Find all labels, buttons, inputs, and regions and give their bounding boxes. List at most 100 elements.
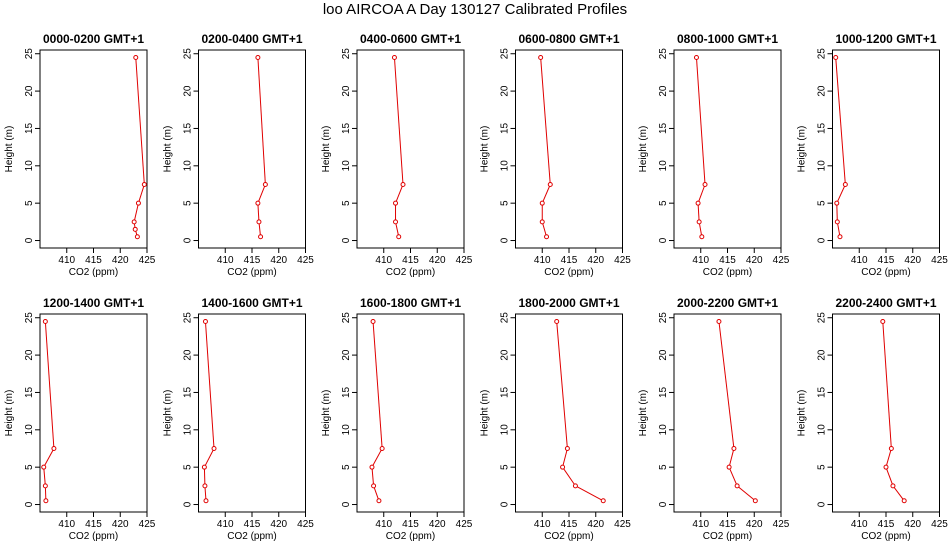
y-tick-label: 5 [817, 200, 828, 206]
panel-title: 0200-0400 GMT+1 [201, 32, 302, 46]
data-point [42, 318, 48, 324]
data-point [393, 200, 399, 206]
profile-panel-10: 1800-2000 GMT+1 410 415 420 425 0 5 10 15 20 25 CO2… [480, 296, 632, 542]
profile-line-segment [556, 321, 568, 449]
y-axis-label: Height (m) [163, 390, 174, 437]
y-axis-label: Height (m) [163, 126, 174, 173]
profile-panel-4: 0600-0800 GMT+1 410 415 420 425 0 5 10 15 20 25 CO2… [480, 32, 632, 278]
y-tick-label: 25 [817, 48, 828, 60]
data-point [716, 318, 722, 324]
y-axis-label: Height (m) [4, 126, 15, 173]
x-axis-label: CO2 (ppm) [861, 267, 910, 278]
y-tick-label: 25 [341, 48, 352, 60]
y-tick-label: 25 [817, 312, 828, 324]
profile-line-segment [371, 448, 383, 468]
data-point [702, 181, 708, 187]
x-axis-label: CO2 (ppm) [69, 531, 118, 542]
x-axis-label: CO2 (ppm) [544, 267, 593, 278]
y-tick-label: 0 [24, 237, 35, 243]
profile-line-segment [44, 321, 55, 449]
x-tick-label: 410 [851, 519, 868, 530]
x-tick-label: 420 [270, 255, 287, 266]
x-tick-label: 410 [217, 519, 234, 530]
profile-line-segment [892, 485, 905, 502]
data-point [554, 318, 560, 324]
profile-line-segment [836, 184, 846, 204]
y-axis-label: Height (m) [321, 126, 332, 173]
y-tick-label: 25 [500, 312, 511, 324]
profile-panel-11: 2000-2200 GMT+1 410 415 420 425 0 5 10 15 20 25 CO2… [638, 296, 790, 542]
x-axis-label: CO2 (ppm) [227, 531, 276, 542]
data-point [211, 445, 217, 451]
x-tick-label: 420 [587, 519, 604, 530]
profile-line-segment [836, 203, 838, 222]
data-point [547, 181, 553, 187]
y-tick-label: 5 [817, 464, 828, 470]
data-point [880, 318, 886, 324]
y-tick-label: 25 [658, 48, 669, 60]
x-tick-label: 425 [139, 519, 156, 530]
x-axis-label: CO2 (ppm) [386, 267, 435, 278]
y-tick-label: 15 [658, 122, 669, 134]
profile-line-segment [836, 221, 841, 237]
x-tick-label: 420 [270, 519, 287, 530]
x-tick-label: 410 [217, 255, 234, 266]
x-tick-label: 420 [746, 255, 763, 266]
data-point [134, 234, 140, 240]
y-tick-label: 20 [341, 349, 352, 361]
y-tick-label: 5 [658, 464, 669, 470]
data-point [256, 219, 262, 225]
data-point [600, 498, 606, 504]
profile-panel-8: 1400-1600 GMT+1 410 415 420 425 0 5 10 15 20 25 CO2… [163, 296, 315, 542]
data-point [376, 498, 382, 504]
x-axis-label: CO2 (ppm) [703, 267, 752, 278]
y-tick-label: 10 [658, 160, 669, 172]
x-tick-label: 415 [85, 255, 102, 266]
x-tick-label: 415 [402, 519, 419, 530]
profile-line-segment [258, 221, 262, 237]
y-axis-label: Height (m) [797, 390, 808, 437]
x-tick-label: 415 [561, 519, 578, 530]
x-tick-label: 420 [112, 519, 129, 530]
x-tick-label: 420 [429, 255, 446, 266]
data-point [51, 445, 57, 451]
data-point [834, 219, 840, 225]
y-tick-label: 0 [817, 237, 828, 243]
profile-line-segment [728, 448, 735, 468]
x-tick-label: 425 [456, 255, 473, 266]
x-tick-label: 415 [244, 255, 261, 266]
data-point [888, 445, 894, 451]
data-point [202, 318, 208, 324]
profile-line-segment [885, 466, 894, 487]
data-point [572, 483, 578, 489]
profile-line-segment [736, 485, 756, 502]
x-tick-label: 420 [112, 255, 129, 266]
profile-line-segment [885, 448, 892, 468]
x-tick-label: 425 [931, 255, 948, 266]
y-tick-label: 20 [183, 85, 194, 97]
y-tick-label: 15 [658, 386, 669, 398]
profile-line-segment [541, 221, 548, 237]
panel-title: 1000-1200 GMT+1 [835, 32, 936, 46]
x-tick-label: 410 [375, 255, 392, 266]
x-tick-label: 415 [561, 255, 578, 266]
profile-line-segment [203, 467, 206, 486]
data-point [544, 234, 550, 240]
y-tick-label: 0 [341, 501, 352, 507]
y-tick-label: 15 [183, 386, 194, 398]
data-point [564, 445, 570, 451]
y-tick-label: 0 [341, 237, 352, 243]
profile-line-segment [204, 321, 215, 449]
x-axis-label: CO2 (ppm) [544, 531, 593, 542]
plot-frame [198, 313, 306, 513]
y-tick-label: 15 [24, 122, 35, 134]
data-point [538, 54, 544, 60]
profile-line-segment [203, 448, 215, 468]
y-tick-label: 20 [817, 85, 828, 97]
y-tick-label: 20 [658, 349, 669, 361]
y-tick-label: 0 [24, 501, 35, 507]
x-axis-label: CO2 (ppm) [861, 531, 910, 542]
y-tick-label: 15 [24, 386, 35, 398]
y-tick-label: 20 [24, 85, 35, 97]
data-point [370, 318, 376, 324]
